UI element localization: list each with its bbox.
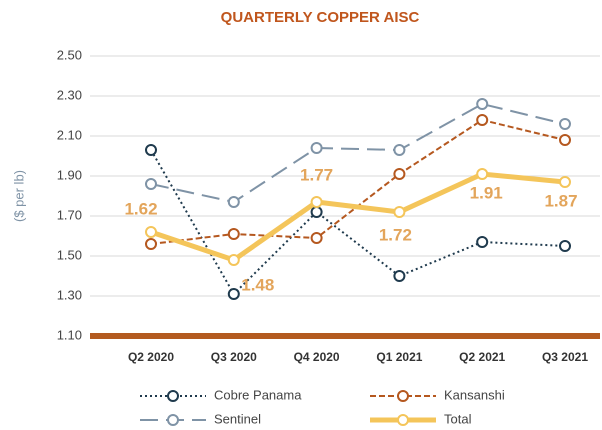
marker — [393, 206, 406, 218]
legend-label: Total — [444, 411, 472, 426]
marker — [476, 114, 489, 126]
y-axis-label: ($ per lb) — [11, 170, 26, 222]
marker — [393, 168, 406, 180]
legend-label: Sentinel — [214, 411, 261, 426]
series-line — [150, 171, 566, 263]
marker — [227, 228, 240, 240]
marker — [476, 98, 489, 110]
marker — [393, 270, 406, 282]
data-label: 1.77 — [300, 165, 333, 184]
y-tick-label: 2.10 — [57, 127, 82, 142]
marker — [310, 142, 323, 154]
y-tick-label: 1.10 — [57, 327, 82, 342]
series-line — [150, 118, 566, 245]
x-tick-label: Q3 2020 — [211, 350, 257, 364]
legend-label: Kansanshi — [444, 387, 505, 402]
marker — [393, 144, 406, 156]
y-tick-label: 2.30 — [57, 87, 82, 102]
data-label: 1.72 — [379, 225, 412, 244]
data-label: 1.87 — [544, 191, 577, 210]
x-tick-label: Q3 2021 — [542, 350, 588, 364]
marker — [227, 288, 240, 300]
x-tick-label: Q4 2020 — [294, 350, 340, 364]
marker — [310, 232, 323, 244]
legend-marker — [397, 414, 409, 426]
marker — [145, 144, 157, 156]
legend-marker — [167, 414, 179, 426]
marker — [310, 196, 323, 208]
marker — [227, 196, 240, 208]
series-line — [150, 102, 566, 204]
marker — [559, 134, 571, 146]
data-label: 1.91 — [470, 183, 503, 202]
x-tick-label: Q2 2021 — [459, 350, 505, 364]
y-tick-label: 2.50 — [57, 47, 82, 62]
data-label: 1.48 — [241, 275, 274, 294]
marker — [476, 236, 489, 248]
legend-marker — [167, 390, 179, 402]
y-tick-label: 1.90 — [57, 167, 82, 182]
y-tick-label: 1.30 — [57, 287, 82, 302]
marker — [310, 206, 323, 218]
x-tick-label: Q2 2020 — [128, 350, 174, 364]
marker — [476, 168, 489, 180]
marker — [559, 118, 571, 130]
marker — [145, 178, 157, 190]
marker — [145, 238, 157, 250]
y-tick-label: 1.50 — [57, 247, 82, 262]
marker — [227, 254, 240, 266]
marker — [559, 176, 571, 188]
series-line — [150, 149, 566, 296]
y-tick-label: 1.70 — [57, 207, 82, 222]
legend-label: Cobre Panama — [214, 387, 302, 402]
marker — [145, 226, 157, 238]
marker — [559, 240, 571, 252]
x-tick-label: Q1 2021 — [376, 350, 422, 364]
data-label: 1.62 — [124, 199, 157, 218]
chart-title: QUARTERLY COPPER AISC — [221, 9, 420, 26]
legend-marker — [397, 390, 409, 402]
